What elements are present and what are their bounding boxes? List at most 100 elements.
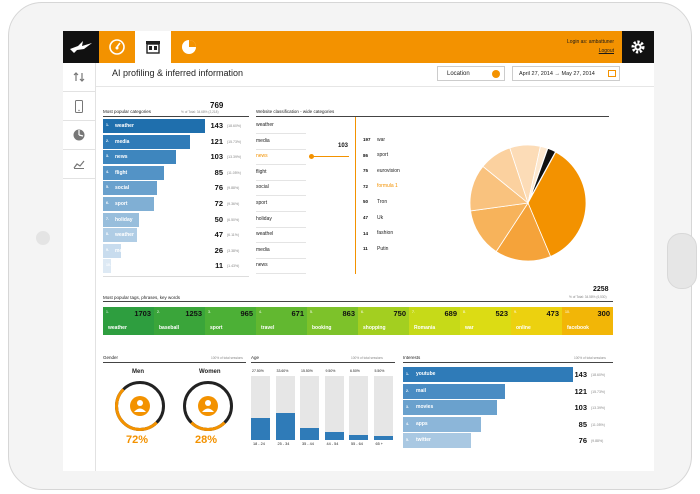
interest-value: 103 <box>574 403 587 412</box>
subcategory-count: 11 <box>363 246 368 252</box>
tag-cell[interactable]: 6. 750 shopping <box>358 307 409 335</box>
subcategory-label[interactable]: sport <box>377 152 389 159</box>
tag-value: 671 <box>291 309 304 318</box>
bird-logo-icon <box>70 41 92 53</box>
category-bar <box>103 165 165 180</box>
tag-cell[interactable]: 8. 523 war <box>460 307 511 335</box>
sidebar-item-devices[interactable] <box>63 92 95 121</box>
tag-cell[interactable]: 1. 1703 weather <box>103 307 154 335</box>
sidebar-item-sort[interactable] <box>63 63 95 92</box>
tag-cell[interactable]: 2. 1253 baseball <box>154 307 205 335</box>
category-row[interactable]: 7. holiday 50 (6.50%) <box>103 212 249 227</box>
pie-slice-7[interactable] <box>530 147 557 198</box>
site-row[interactable]: news <box>256 262 268 269</box>
tag-value: 863 <box>342 309 355 318</box>
category-value: 11 <box>215 261 223 271</box>
site-row[interactable]: sport <box>256 200 268 206</box>
category-index: 2. <box>106 138 109 143</box>
camera <box>36 231 50 245</box>
site-row[interactable]: news <box>256 153 268 160</box>
site-row[interactable]: social <box>256 184 269 191</box>
tag-label: baseball <box>159 325 180 331</box>
location-label: Location <box>447 71 470 77</box>
site-row[interactable]: flight <box>256 168 267 175</box>
interest-row[interactable]: 3. movies 103 (13.39%) <box>403 400 613 415</box>
site-row-line <box>256 133 306 134</box>
logout-link[interactable]: Logout <box>598 48 614 54</box>
age-column[interactable] <box>275 376 295 440</box>
pie-clock-icon <box>73 129 85 141</box>
location-select[interactable]: Location <box>437 66 505 81</box>
interest-percent: (15.73%) <box>591 389 606 394</box>
age-column[interactable] <box>300 376 319 440</box>
age-column[interactable] <box>373 376 393 440</box>
tag-index: 8. <box>463 310 466 314</box>
category-row[interactable]: 3. news 103 (13.39%) <box>103 150 249 165</box>
page-header: AI profiling & inferred information Loca… <box>96 63 654 87</box>
subcategory-label[interactable]: formula 1 <box>377 183 398 190</box>
men-percentage: 72% <box>126 434 149 446</box>
tag-index: 2. <box>157 310 160 314</box>
sidebar-item-trends[interactable] <box>63 150 95 179</box>
tag-cell[interactable]: 9. 473 online <box>511 307 562 335</box>
tag-cell[interactable]: 7. 689 Romania <box>409 307 460 335</box>
settings-button[interactable] <box>622 31 654 63</box>
category-bar <box>103 212 139 227</box>
subcategory-label[interactable]: Putin <box>377 245 389 252</box>
category-row[interactable]: 10. news 11 (1.43%) <box>103 259 249 274</box>
interest-value: 121 <box>574 386 587 396</box>
subcategory-count: 197 <box>363 137 371 142</box>
tag-cell[interactable]: 4. 671 travel <box>256 307 307 335</box>
subcategory-label[interactable]: Tron <box>377 198 388 205</box>
age-column[interactable] <box>349 376 368 440</box>
category-row[interactable]: 2. media 121 (15.73%) <box>103 134 249 149</box>
site-row[interactable]: weather <box>256 122 274 128</box>
storefront-icon <box>146 41 160 54</box>
nav-store[interactable] <box>135 31 171 63</box>
site-row[interactable]: weathel <box>256 231 274 238</box>
interest-row[interactable]: 2. mail 121 (15.73%) <box>403 383 613 399</box>
pie-slice-1[interactable] <box>527 151 587 257</box>
category-row[interactable]: 1. weather 143 (18.60%) <box>103 119 249 133</box>
tag-cell[interactable]: 3. 965 sport <box>205 307 256 335</box>
age-fill <box>373 435 393 440</box>
category-row[interactable]: 8. weather 47 (6.11%) <box>103 228 249 243</box>
logo[interactable] <box>63 31 99 63</box>
tag-label: Romania <box>414 325 436 331</box>
category-row[interactable]: 9. media 26 (3.38%) <box>103 243 249 258</box>
site-row[interactable]: media <box>256 246 270 253</box>
subcategory-label[interactable]: war <box>377 136 386 143</box>
category-index: 7. <box>106 216 109 221</box>
category-label: media <box>115 138 130 145</box>
category-row[interactable]: 6. sport 72 (9.36%) <box>103 197 249 211</box>
tag-cell[interactable]: 10. 300 facebook <box>562 307 613 335</box>
nav-charts[interactable] <box>171 31 207 63</box>
interest-row[interactable]: 5. twitter 76 (9.88%) <box>403 433 613 448</box>
category-row[interactable]: 5. social 76 (9.88%) <box>103 181 249 196</box>
tag-label: sport <box>210 325 223 331</box>
interest-label: twitter <box>416 437 431 443</box>
site-row[interactable]: media <box>256 137 270 144</box>
category-percent: (9.36%) <box>227 202 240 206</box>
home-button[interactable] <box>667 233 697 289</box>
nav-dashboard[interactable] <box>99 31 135 63</box>
sidebar-item-time[interactable] <box>63 121 95 150</box>
interest-row[interactable]: 4. apps 85 (11.05%) <box>403 416 613 432</box>
category-row[interactable]: 4. flight 85 (11.05%) <box>103 165 249 180</box>
category-value: 103 <box>210 152 223 162</box>
site-row-line <box>256 257 306 259</box>
site-row[interactable]: holiday <box>256 215 272 222</box>
interest-percent: (11.05%) <box>591 422 605 427</box>
page-title: AI profiling & inferred information <box>112 68 244 78</box>
age-column[interactable] <box>251 376 270 440</box>
tag-cell[interactable]: 5. 863 booking <box>307 307 358 335</box>
interest-label: youtube <box>416 371 436 377</box>
pie-slice-2[interactable] <box>495 202 552 262</box>
subcategory-label[interactable]: eurovision <box>377 167 400 174</box>
pie-slice-8[interactable] <box>527 145 548 204</box>
date-range-picker[interactable]: April 27, 2014 → May 27, 2014 <box>512 66 620 81</box>
interest-row[interactable]: 1. youtube 143 (18.60%) <box>403 367 613 382</box>
subcategory-label[interactable]: fashion <box>377 230 394 237</box>
age-column[interactable] <box>324 376 344 440</box>
subcategory-label[interactable]: Uk <box>377 214 384 221</box>
